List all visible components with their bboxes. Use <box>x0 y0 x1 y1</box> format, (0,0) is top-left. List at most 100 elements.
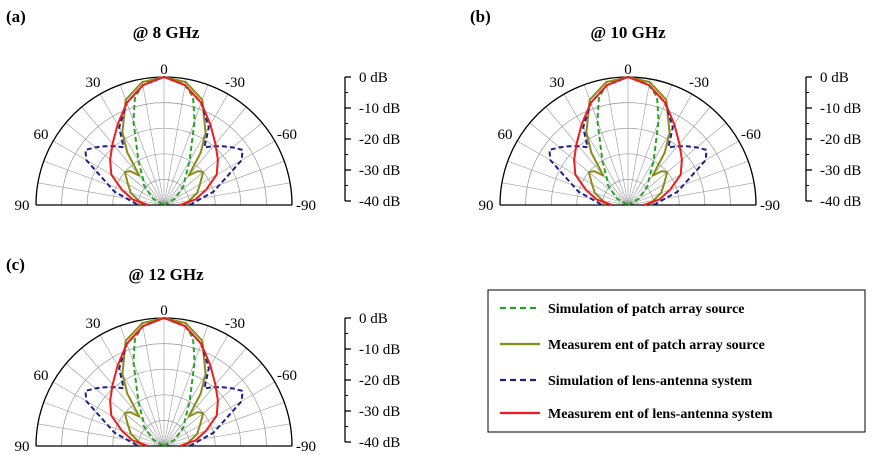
panel-label: (a) <box>6 7 26 26</box>
legend: Simulation of patch array source Measurem… <box>487 289 866 433</box>
grid-spoke <box>141 319 165 447</box>
grid-spoke <box>163 93 229 206</box>
grid-spoke <box>627 182 755 206</box>
grid-spoke <box>163 122 263 206</box>
db-scale-label: -30 dB <box>820 163 861 179</box>
db-scale: 0 dB -10 dB -20 dB -30 dB -40 dB <box>805 70 861 210</box>
polar-panel-3: 90 60 30 0 -30 -60 -90 (c) @ 12 GHz 0 dB -10 dB -20… <box>6 255 400 455</box>
grid-spoke <box>516 140 629 206</box>
panel-title: @ 10 GHz <box>590 23 666 42</box>
grid-spoke <box>81 106 165 206</box>
panel-label: (c) <box>6 255 25 274</box>
grid-spoke <box>163 160 285 206</box>
series-meas_lens <box>109 317 219 447</box>
angle-label: -30 <box>689 75 709 91</box>
polar-panel-1: 90 60 30 0 -30 -60 -90 (a) @ 8 GHz 0 dB -10 dB -20 … <box>6 7 400 214</box>
db-scale-label: -40 dB <box>820 194 861 210</box>
angle-label: 90 <box>15 198 30 214</box>
grid-spoke <box>81 347 165 447</box>
grid-spoke <box>627 140 740 206</box>
grid-spoke <box>163 182 291 206</box>
grid-spoke <box>627 122 727 206</box>
grid-spoke <box>507 160 629 206</box>
angle-label: -60 <box>277 368 297 384</box>
grid-spoke <box>43 160 165 206</box>
db-scale-label: -20 dB <box>820 132 861 148</box>
db-scale-label: 0 dB <box>359 70 388 86</box>
grid-spoke <box>119 325 165 447</box>
angle-label: -90 <box>760 198 780 214</box>
grid-spoke <box>627 106 711 206</box>
grid-spoke <box>163 347 247 447</box>
legend-label-meas_lens: Measurem ent of lens-antenna system <box>548 407 773 422</box>
angle-label: 0 <box>160 303 168 319</box>
grid-spoke <box>627 93 693 206</box>
angle-label: 60 <box>498 127 513 143</box>
db-scale-label: -40 dB <box>359 194 400 210</box>
legend-label-meas_patch: Measurem ent of patch array source <box>548 338 765 353</box>
db-scale-label: -30 dB <box>359 404 400 420</box>
db-scale-label: -10 dB <box>820 101 861 117</box>
db-scale: 0 dB -10 dB -20 dB -30 dB -40 dB <box>344 70 400 210</box>
angle-label: 30 <box>86 75 101 91</box>
db-scale-label: 0 dB <box>820 70 849 86</box>
grid-spoke <box>52 140 165 206</box>
panel-label: (b) <box>470 7 491 26</box>
grid-spoke <box>163 106 247 206</box>
db-scale-label: -30 dB <box>359 163 400 179</box>
angle-label: 90 <box>15 439 30 455</box>
legend-label-sim_patch: Simulation of patch array source <box>548 302 745 317</box>
grid-spoke <box>37 423 165 447</box>
angle-label: -30 <box>225 316 245 332</box>
grid-spoke <box>163 363 263 447</box>
grid-spoke <box>627 78 651 206</box>
series-meas_lens <box>573 76 683 206</box>
db-scale: 0 dB -10 dB -20 dB -30 dB -40 dB <box>344 311 400 451</box>
grid-spoke <box>43 401 165 447</box>
grid-spoke <box>163 140 276 206</box>
grid-spoke <box>501 182 629 206</box>
polar-panel-2: 90 60 30 0 -30 -60 -90 (b) @ 10 GHz 0 dB -10 dB -20… <box>470 7 861 214</box>
angle-label: -90 <box>296 198 316 214</box>
grid-spoke <box>141 78 165 206</box>
grid-spoke <box>99 334 165 447</box>
panel-title: @ 12 GHz <box>128 265 204 284</box>
grid-spoke <box>163 78 187 206</box>
legend-box <box>487 289 866 433</box>
grid-spoke <box>163 423 291 447</box>
grid-spoke <box>627 84 673 206</box>
angle-label: 30 <box>86 316 101 332</box>
grid-spoke <box>163 381 276 447</box>
db-scale-label: -20 dB <box>359 373 400 389</box>
angle-label: -60 <box>741 127 761 143</box>
legend-label-sim_lens: Simulation of lens-antenna system <box>548 374 753 389</box>
angle-label: -60 <box>277 127 297 143</box>
db-scale-label: -40 dB <box>359 435 400 451</box>
angle-label: 90 <box>479 198 494 214</box>
grid-spoke <box>119 84 165 206</box>
grid-spoke <box>163 84 209 206</box>
angle-label: 0 <box>160 62 168 78</box>
grid-spoke <box>583 84 629 206</box>
angle-label: 30 <box>550 75 565 91</box>
angle-label: -90 <box>296 439 316 455</box>
db-scale-label: 0 dB <box>359 311 388 327</box>
angle-label: 60 <box>34 127 49 143</box>
angle-label: 60 <box>34 368 49 384</box>
angle-label: 0 <box>624 62 632 78</box>
grid-spoke <box>605 78 629 206</box>
grid-spoke <box>99 93 165 206</box>
grid-spoke <box>52 381 165 447</box>
grid-spoke <box>545 106 629 206</box>
grid-spoke <box>163 325 209 447</box>
series-meas_lens <box>109 76 219 206</box>
grid-spoke <box>37 182 165 206</box>
angle-label: -30 <box>225 75 245 91</box>
db-scale-label: -20 dB <box>359 132 400 148</box>
db-scale-label: -10 dB <box>359 342 400 358</box>
panel-title: @ 8 GHz <box>133 23 200 42</box>
grid-spoke <box>163 401 285 447</box>
grid-spoke <box>163 334 229 447</box>
db-scale-label: -10 dB <box>359 101 400 117</box>
